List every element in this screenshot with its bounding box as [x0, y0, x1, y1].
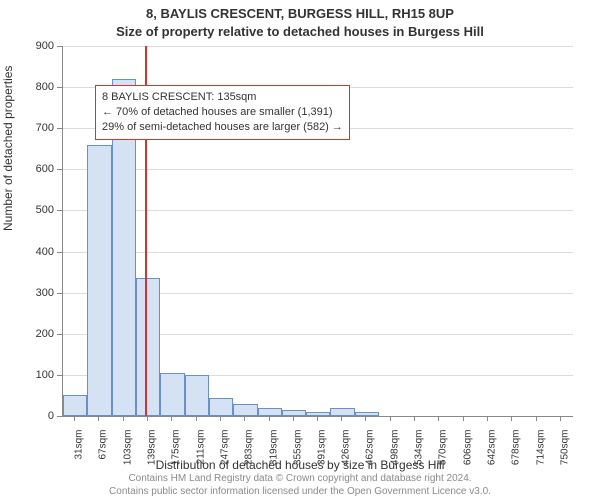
ytick-mark	[57, 252, 62, 253]
ytick-mark	[57, 416, 62, 417]
xtick-mark	[365, 416, 366, 421]
xtick-mark	[220, 416, 221, 421]
annotation-line2: ← 70% of detached houses are smaller (1,…	[102, 105, 343, 120]
xtick-mark	[487, 416, 488, 421]
chart-title-line1: 8, BAYLIS CRESCENT, BURGESS HILL, RH15 8…	[0, 6, 600, 21]
footnote-line2: Contains public sector information licen…	[109, 486, 491, 497]
xtick-mark	[511, 416, 512, 421]
annotation-line3: 29% of semi-detached houses are larger (…	[102, 120, 343, 135]
ytick-label: 400	[22, 246, 54, 258]
gridline	[63, 252, 573, 253]
ytick-mark	[57, 210, 62, 211]
histogram-bar	[258, 408, 282, 416]
xtick-mark	[341, 416, 342, 421]
plot-area: 8 BAYLIS CRESCENT: 135sqm← 70% of detach…	[62, 46, 573, 417]
xtick-mark	[98, 416, 99, 421]
annotation-line1: 8 BAYLIS CRESCENT: 135sqm	[102, 90, 343, 105]
xtick-mark	[171, 416, 172, 421]
gridline	[63, 46, 573, 47]
xtick-mark	[244, 416, 245, 421]
xtick-mark	[269, 416, 270, 421]
xtick-mark	[74, 416, 75, 421]
annotation-box: 8 BAYLIS CRESCENT: 135sqm← 70% of detach…	[95, 85, 350, 140]
x-axis-label: Distribution of detached houses by size …	[0, 458, 600, 472]
xtick-mark	[536, 416, 537, 421]
gridline	[63, 210, 573, 211]
ytick-label: 300	[22, 287, 54, 299]
histogram-bar	[136, 278, 160, 416]
ytick-label: 200	[22, 328, 54, 340]
footnote-line1: Contains HM Land Registry data © Crown c…	[128, 473, 471, 484]
ytick-label: 700	[22, 122, 54, 134]
y-axis-label: Number of detached properties	[1, 66, 15, 231]
histogram-bar	[282, 410, 306, 416]
xtick-mark	[463, 416, 464, 421]
xtick-mark	[438, 416, 439, 421]
chart-title-line2: Size of property relative to detached ho…	[0, 24, 600, 39]
xtick-mark	[196, 416, 197, 421]
ytick-mark	[57, 169, 62, 170]
xtick-mark	[390, 416, 391, 421]
ytick-label: 900	[22, 40, 54, 52]
ytick-mark	[57, 87, 62, 88]
histogram-bar	[185, 375, 209, 416]
ytick-label: 0	[22, 410, 54, 422]
ytick-mark	[57, 46, 62, 47]
footnote: Contains HM Land Registry data © Crown c…	[0, 473, 600, 498]
ytick-mark	[57, 128, 62, 129]
histogram-bar	[87, 145, 111, 416]
histogram-bar	[355, 412, 379, 416]
xtick-mark	[317, 416, 318, 421]
histogram-bar	[63, 395, 87, 416]
xtick-mark	[560, 416, 561, 421]
ytick-mark	[57, 293, 62, 294]
ytick-label: 500	[22, 204, 54, 216]
xtick-mark	[293, 416, 294, 421]
histogram-bar	[306, 412, 330, 416]
xtick-mark	[414, 416, 415, 421]
ytick-mark	[57, 334, 62, 335]
xtick-mark	[123, 416, 124, 421]
histogram-bar	[330, 408, 354, 416]
ytick-label: 600	[22, 163, 54, 175]
histogram-bar	[209, 398, 233, 417]
xtick-mark	[147, 416, 148, 421]
ytick-label: 800	[22, 81, 54, 93]
ytick-mark	[57, 375, 62, 376]
gridline	[63, 169, 573, 170]
histogram-bar	[233, 404, 257, 416]
ytick-label: 100	[22, 369, 54, 381]
histogram-bar	[160, 373, 184, 416]
